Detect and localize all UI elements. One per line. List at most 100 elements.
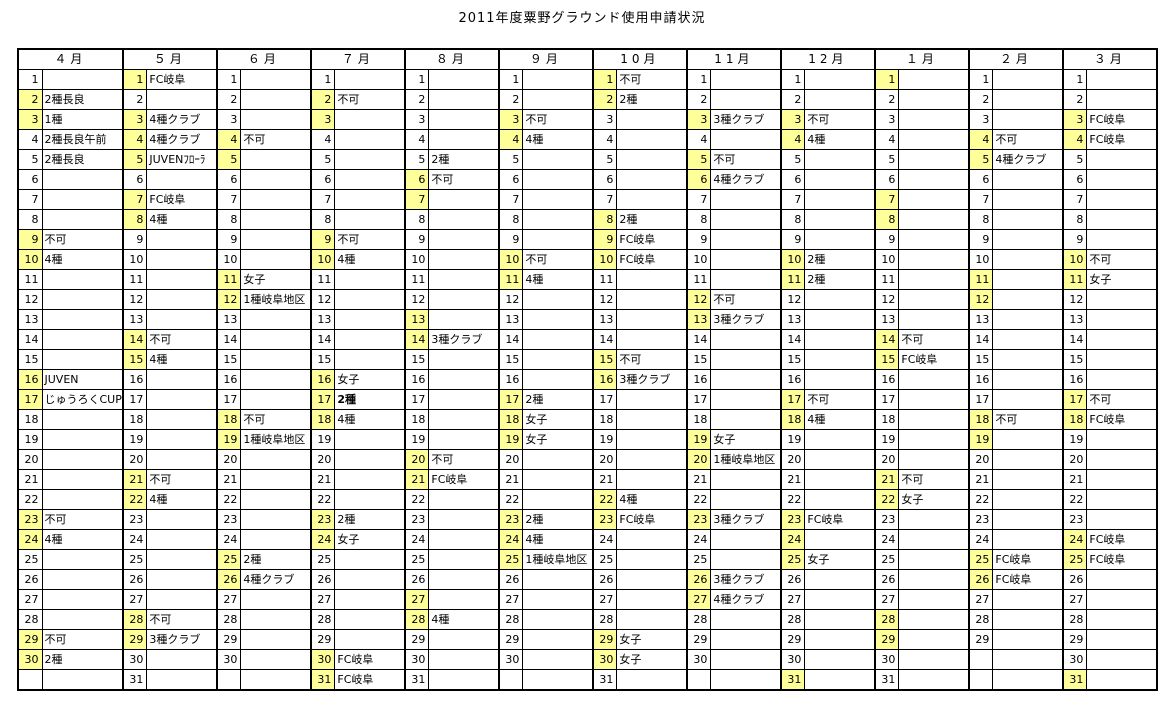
day-number-cell[interactable]: 5 bbox=[685, 149, 712, 170]
day-note-cell[interactable] bbox=[898, 549, 970, 570]
day-note-cell[interactable] bbox=[992, 169, 1064, 190]
day-note-cell[interactable] bbox=[240, 169, 312, 190]
day-number-cell[interactable]: 9 bbox=[1061, 229, 1088, 250]
day-note-cell[interactable] bbox=[992, 349, 1064, 370]
day-note-cell[interactable] bbox=[334, 589, 406, 610]
day-note-cell[interactable] bbox=[146, 289, 218, 310]
day-note-cell[interactable]: 不可 bbox=[710, 149, 782, 170]
day-number-cell[interactable]: 21 bbox=[1061, 469, 1088, 490]
day-number-cell[interactable]: 18 bbox=[685, 409, 712, 430]
day-number-cell[interactable]: 27 bbox=[873, 589, 900, 610]
day-number-cell[interactable]: 12 bbox=[121, 289, 148, 310]
day-number-cell[interactable]: 29 bbox=[17, 629, 43, 650]
day-number-cell[interactable]: 17 bbox=[873, 389, 900, 410]
day-number-cell[interactable]: 12 bbox=[17, 289, 43, 310]
day-number-cell[interactable]: 1 bbox=[309, 69, 336, 90]
day-note-cell[interactable]: 不可 bbox=[804, 389, 876, 410]
day-note-cell[interactable] bbox=[334, 209, 406, 230]
day-number-cell[interactable]: 22 bbox=[497, 489, 524, 510]
day-number-cell[interactable]: 18 bbox=[1061, 409, 1088, 430]
day-number-cell[interactable]: 24 bbox=[779, 529, 806, 550]
day-note-cell[interactable] bbox=[898, 409, 970, 430]
day-number-cell[interactable]: 31 bbox=[309, 669, 336, 691]
day-number-cell[interactable]: 10 bbox=[215, 249, 242, 270]
day-number-cell[interactable]: 20 bbox=[17, 449, 43, 470]
day-number-cell[interactable]: 5 bbox=[121, 149, 148, 170]
day-number-cell[interactable]: 23 bbox=[967, 509, 994, 530]
day-note-cell[interactable]: FC岐阜 bbox=[1086, 549, 1158, 570]
day-note-cell[interactable] bbox=[334, 169, 406, 190]
day-note-cell[interactable] bbox=[898, 69, 970, 90]
day-number-cell[interactable]: 2 bbox=[497, 89, 524, 110]
day-number-cell[interactable]: 15 bbox=[685, 349, 712, 370]
day-note-cell[interactable] bbox=[616, 129, 688, 150]
day-note-cell[interactable] bbox=[240, 629, 312, 650]
day-number-cell[interactable]: 1 bbox=[497, 69, 524, 90]
day-number-cell[interactable]: 21 bbox=[309, 469, 336, 490]
day-note-cell[interactable]: 1種岐阜地区 bbox=[710, 449, 782, 470]
day-number-cell[interactable]: 6 bbox=[215, 169, 242, 190]
day-note-cell[interactable] bbox=[616, 529, 688, 550]
day-number-cell[interactable]: 30 bbox=[17, 649, 43, 670]
day-number-cell[interactable]: 29 bbox=[967, 629, 994, 650]
day-note-cell[interactable] bbox=[898, 229, 970, 250]
day-note-cell[interactable] bbox=[240, 149, 312, 170]
day-note-cell[interactable] bbox=[1086, 189, 1158, 210]
day-number-cell[interactable]: 29 bbox=[1061, 629, 1088, 650]
day-number-cell[interactable]: 22 bbox=[121, 489, 148, 510]
day-note-cell[interactable] bbox=[710, 69, 782, 90]
day-number-cell[interactable]: 21 bbox=[685, 469, 712, 490]
day-note-cell[interactable]: 不可 bbox=[240, 129, 312, 150]
day-number-cell[interactable]: 14 bbox=[309, 329, 336, 350]
day-note-cell[interactable]: 女子 bbox=[240, 269, 312, 290]
day-number-cell[interactable]: 9 bbox=[121, 229, 148, 250]
day-note-cell[interactable] bbox=[1086, 609, 1158, 630]
day-number-cell[interactable]: 23 bbox=[591, 509, 618, 530]
day-note-cell[interactable]: 2種 bbox=[616, 209, 688, 230]
day-number-cell[interactable]: 17 bbox=[685, 389, 712, 410]
day-note-cell[interactable] bbox=[710, 489, 782, 510]
day-number-cell[interactable]: 1 bbox=[685, 69, 712, 90]
day-number-cell[interactable]: 3 bbox=[967, 109, 994, 130]
day-note-cell[interactable]: 4種 bbox=[146, 349, 218, 370]
day-note-cell[interactable] bbox=[1086, 469, 1158, 490]
day-number-cell[interactable]: 21 bbox=[591, 469, 618, 490]
day-number-cell[interactable]: 24 bbox=[121, 529, 148, 550]
day-note-cell[interactable] bbox=[804, 629, 876, 650]
month-header[interactable]: ４月 bbox=[17, 48, 124, 70]
day-note-cell[interactable] bbox=[804, 369, 876, 390]
day-note-cell[interactable]: FC岐阜 bbox=[992, 549, 1064, 570]
day-note-cell[interactable] bbox=[522, 469, 594, 490]
day-note-cell[interactable]: 4種 bbox=[522, 129, 594, 150]
day-number-cell[interactable]: 30 bbox=[779, 649, 806, 670]
day-number-cell[interactable]: 15 bbox=[309, 349, 336, 370]
month-header[interactable]: ８月 bbox=[403, 48, 500, 70]
day-number-cell[interactable] bbox=[17, 669, 43, 691]
day-number-cell[interactable]: 25 bbox=[779, 549, 806, 570]
day-number-cell[interactable]: 4 bbox=[779, 129, 806, 150]
day-note-cell[interactable]: 3種クラブ bbox=[428, 329, 500, 350]
day-note-cell[interactable] bbox=[616, 189, 688, 210]
day-number-cell[interactable]: 10 bbox=[967, 249, 994, 270]
day-note-cell[interactable] bbox=[522, 369, 594, 390]
day-number-cell[interactable]: 25 bbox=[403, 549, 430, 570]
day-note-cell[interactable]: 4種 bbox=[522, 269, 594, 290]
day-note-cell[interactable] bbox=[41, 589, 124, 610]
month-header[interactable]: 12月 bbox=[779, 48, 876, 70]
day-number-cell[interactable]: 3 bbox=[591, 109, 618, 130]
day-number-cell[interactable]: 13 bbox=[591, 309, 618, 330]
day-number-cell[interactable]: 11 bbox=[873, 269, 900, 290]
day-number-cell[interactable]: 28 bbox=[309, 609, 336, 630]
day-number-cell[interactable]: 1 bbox=[873, 69, 900, 90]
day-number-cell[interactable]: 25 bbox=[309, 549, 336, 570]
day-note-cell[interactable] bbox=[334, 629, 406, 650]
day-note-cell[interactable] bbox=[710, 129, 782, 150]
day-number-cell[interactable]: 28 bbox=[215, 609, 242, 630]
day-note-cell[interactable]: 不可 bbox=[41, 229, 124, 250]
day-note-cell[interactable] bbox=[804, 209, 876, 230]
day-note-cell[interactable] bbox=[804, 69, 876, 90]
day-note-cell[interactable] bbox=[898, 649, 970, 670]
day-note-cell[interactable]: 2種 bbox=[804, 269, 876, 290]
day-number-cell[interactable]: 11 bbox=[685, 269, 712, 290]
day-note-cell[interactable]: 1種岐阜地区 bbox=[240, 289, 312, 310]
